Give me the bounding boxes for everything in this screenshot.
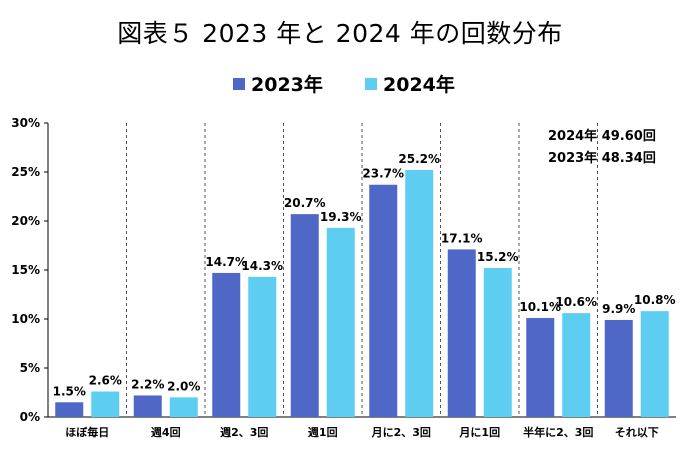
annotation-2024: 2024年 49.60回 (548, 129, 656, 144)
bar-2024 (562, 313, 591, 417)
data-label-2024: 19.3% (320, 210, 362, 224)
bar-2023 (290, 214, 319, 417)
bar-2023 (604, 319, 633, 417)
x-tick-label: 週2、3回 (220, 425, 268, 439)
x-tick-label: 週4回 (151, 425, 181, 439)
data-label-2023: 23.7% (362, 167, 404, 181)
y-tick-label: 5% (20, 361, 40, 375)
bar-2024 (326, 227, 355, 417)
data-label-2023: 14.7% (205, 255, 247, 269)
y-tick-label: 20% (11, 214, 40, 228)
data-label-2024: 15.2% (477, 250, 519, 264)
data-label-2023: 9.9% (602, 302, 635, 316)
y-tick-label: 30% (11, 116, 40, 130)
legend-label-2024: 2024年 (383, 74, 455, 96)
chart-title: 図表５ 2023 年と 2024 年の回数分布 (117, 19, 563, 48)
bar-2023 (526, 318, 555, 417)
bar-2024 (483, 268, 512, 417)
data-label-2024: 25.2% (398, 152, 440, 166)
legend-label-2023: 2023年 (251, 74, 323, 96)
bar-2024 (91, 391, 120, 417)
data-label-2023: 1.5% (53, 384, 86, 398)
y-tick-label: 25% (11, 165, 40, 179)
bar-2024 (248, 276, 277, 417)
bar-2024 (169, 397, 198, 417)
annotation-2023: 2023年 48.34回 (548, 151, 656, 166)
bar-2023 (133, 395, 162, 417)
x-tick-label: それ以下 (615, 426, 659, 439)
x-tick-label: 月に2、3回 (371, 425, 431, 439)
y-tick-label: 0% (20, 410, 40, 424)
x-tick-label: ほぼ毎日 (65, 425, 109, 439)
data-label-2024: 10.8% (634, 293, 676, 307)
data-label-2024: 2.6% (89, 374, 122, 388)
legend-swatch-2024 (365, 77, 377, 90)
data-label-2024: 2.0% (167, 379, 200, 393)
bar-2024 (405, 170, 434, 417)
bar-2023 (55, 402, 84, 417)
y-tick-label: 10% (11, 312, 40, 326)
y-tick-label: 15% (11, 263, 40, 277)
data-label-2023: 17.1% (441, 231, 483, 245)
x-tick-label: 半年に2、3回 (523, 425, 593, 439)
annotations: 2024年 49.60回 2023年 48.34回 (548, 126, 656, 170)
bar-2023 (212, 272, 241, 417)
data-label-2024: 10.6% (555, 295, 597, 309)
x-tick-label: 週1回 (308, 425, 338, 439)
bar-2024 (640, 311, 669, 417)
bar-2023 (447, 249, 476, 417)
legend-swatch-2023 (233, 77, 245, 90)
data-label-2023: 2.2% (131, 377, 164, 391)
x-tick-label: 月に1回 (458, 425, 500, 439)
data-label-2024: 14.3% (241, 259, 283, 273)
legend-item-2024: 2024年 (365, 70, 455, 97)
data-label-2023: 10.1% (519, 300, 561, 314)
bar-2023 (369, 184, 398, 417)
legend: 2023年 2024年 (0, 70, 680, 98)
data-label-2023: 20.7% (284, 196, 326, 210)
legend-item-2023: 2023年 (233, 70, 323, 97)
